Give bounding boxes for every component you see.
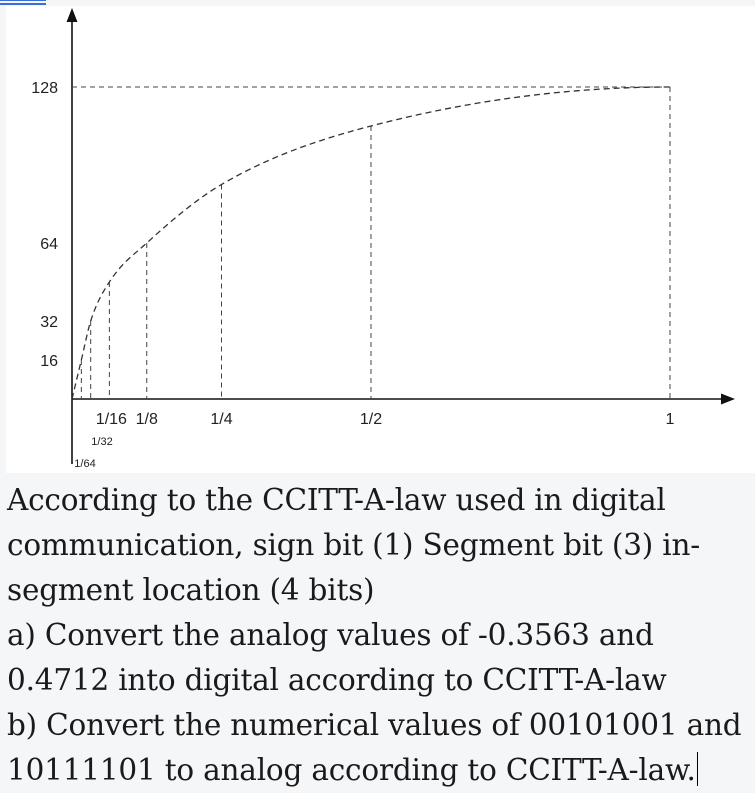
- x-tick-label-1: 1/8: [136, 411, 158, 428]
- x-small-tick-label-0: 1/32: [91, 436, 112, 448]
- question-line-4: a) Convert the analog values of -0.3563 …: [7, 618, 654, 652]
- x-tick-label-2: 1/4: [210, 411, 232, 428]
- x-tick-label-3: 1/2: [360, 411, 382, 428]
- text-cursor: [696, 752, 699, 786]
- x-tick-label-4: 1: [666, 411, 675, 428]
- question-line-7: 10111101 to analog according to CCITT-A-…: [7, 748, 753, 793]
- y-axis-arrow: [66, 8, 78, 22]
- y-tick-label-128: 128: [31, 80, 58, 97]
- x-axis-arrow: [721, 393, 735, 405]
- y-tick-label-16: 16: [40, 353, 58, 370]
- question-text: According to the CCITT-A-law used in dig…: [7, 478, 753, 793]
- question-line-5: 0.4712 into digital according to CCITT-A…: [7, 663, 667, 697]
- y-tick-label-64: 64: [40, 236, 58, 253]
- question-line-7-text: 10111101 to analog according to CCITT-A-…: [7, 753, 696, 787]
- question-line-1: According to the CCITT-A-law used in dig…: [7, 483, 666, 517]
- question-line-3: segment location (4 bits): [7, 573, 375, 607]
- question-line-6: b) Convert the numerical values of 00101…: [7, 708, 742, 742]
- a-law-curve-line: [71, 86, 671, 400]
- y-tick-label-32: 32: [40, 314, 58, 331]
- selection-highlight-mark: [0, 0, 46, 5]
- a-law-compression-figure: 16 32 64 128 1/16 1/8 1/4 1/2 1 1/32 1/64: [6, 6, 755, 473]
- x-small-tick-label-1: 1/64: [74, 458, 95, 470]
- a-law-chart: 16 32 64 128 1/16 1/8 1/4 1/2 1 1/32 1/64: [31, 8, 735, 470]
- x-tick-label-0: 1/16: [96, 411, 127, 428]
- question-line-2: communication, sign bit (1) Segment bit …: [7, 528, 701, 562]
